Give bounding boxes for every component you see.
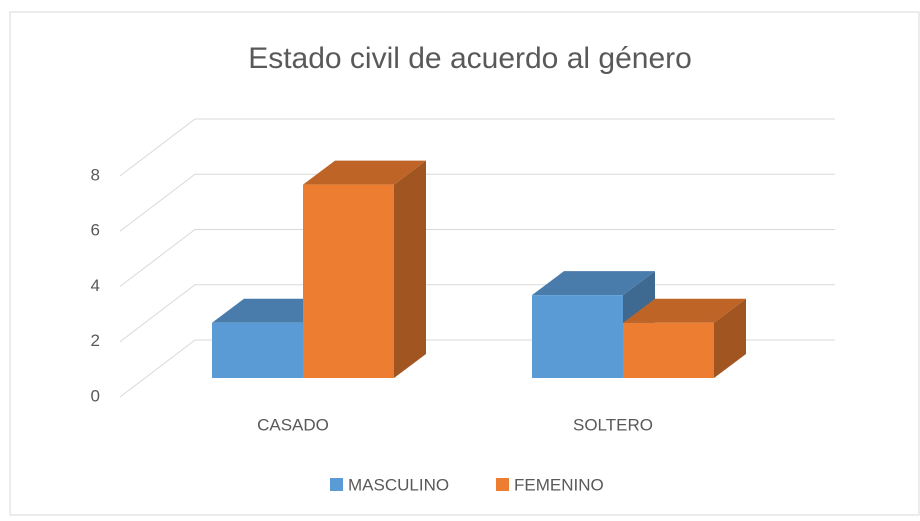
chart-title: Estado civil de acuerdo al género — [248, 42, 692, 75]
bar-side — [714, 298, 746, 378]
bar — [212, 322, 303, 378]
bar-top — [303, 160, 426, 185]
legend-label: MASCULINO — [348, 475, 449, 494]
y-tick-label: 6 — [91, 221, 100, 240]
bar — [303, 184, 394, 378]
bar — [623, 322, 714, 378]
y-tick-label: 0 — [91, 386, 100, 405]
x-tick-label: SOLTERO — [573, 415, 653, 434]
grid-line — [119, 118, 835, 177]
legend-label: FEMENINO — [514, 475, 604, 494]
y-tick-label: 2 — [91, 331, 100, 350]
y-tick-label: 8 — [91, 165, 100, 184]
bar — [532, 295, 623, 378]
legend-swatch — [330, 478, 343, 491]
bar-side — [394, 160, 426, 378]
chart-frame — [9, 11, 920, 516]
grid-line — [119, 173, 835, 232]
y-tick-label: 4 — [91, 276, 100, 295]
legend-swatch — [496, 478, 509, 491]
grid-line — [119, 229, 835, 287]
bar-top — [532, 271, 655, 296]
bar-top — [623, 298, 746, 323]
x-tick-label: CASADO — [257, 415, 329, 434]
